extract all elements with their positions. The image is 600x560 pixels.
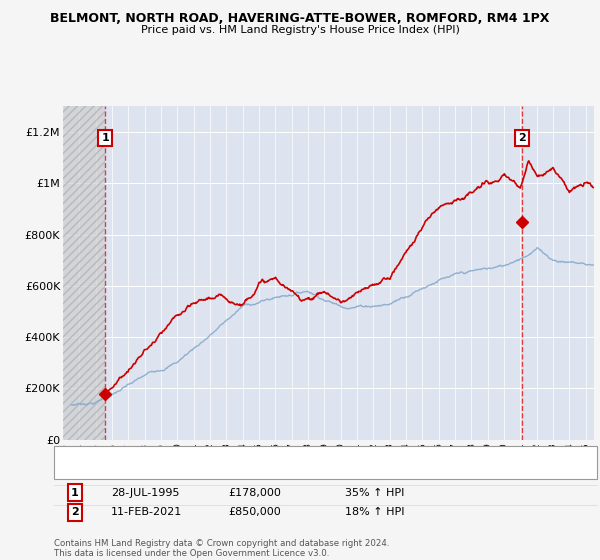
Text: 1: 1 (71, 488, 79, 498)
Text: 11-FEB-2021: 11-FEB-2021 (111, 507, 182, 517)
Text: 28-JUL-1995: 28-JUL-1995 (111, 488, 179, 498)
Bar (63, 106, 105, 440)
Text: 1: 1 (101, 133, 109, 143)
Text: 2: 2 (518, 133, 526, 143)
Text: Contains HM Land Registry data © Crown copyright and database right 2024.
This d: Contains HM Land Registry data © Crown c… (54, 539, 389, 558)
Text: BELMONT, NORTH ROAD, HAVERING-ATTE-BOWER,  ROMFORD, RM4 1PX (detached hous: BELMONT, NORTH ROAD, HAVERING-ATTE-BOWER… (93, 451, 511, 460)
Text: BELMONT, NORTH ROAD, HAVERING-ATTE-BOWER, ROMFORD, RM4 1PX: BELMONT, NORTH ROAD, HAVERING-ATTE-BOWER… (50, 12, 550, 25)
Text: £178,000: £178,000 (228, 488, 281, 498)
Text: 2: 2 (71, 507, 79, 517)
Text: £850,000: £850,000 (228, 507, 281, 517)
Text: 35% ↑ HPI: 35% ↑ HPI (345, 488, 404, 498)
Text: Price paid vs. HM Land Registry's House Price Index (HPI): Price paid vs. HM Land Registry's House … (140, 25, 460, 35)
Text: HPI: Average price, detached house, Havering: HPI: Average price, detached house, Have… (93, 466, 312, 475)
Text: 18% ↑ HPI: 18% ↑ HPI (345, 507, 404, 517)
